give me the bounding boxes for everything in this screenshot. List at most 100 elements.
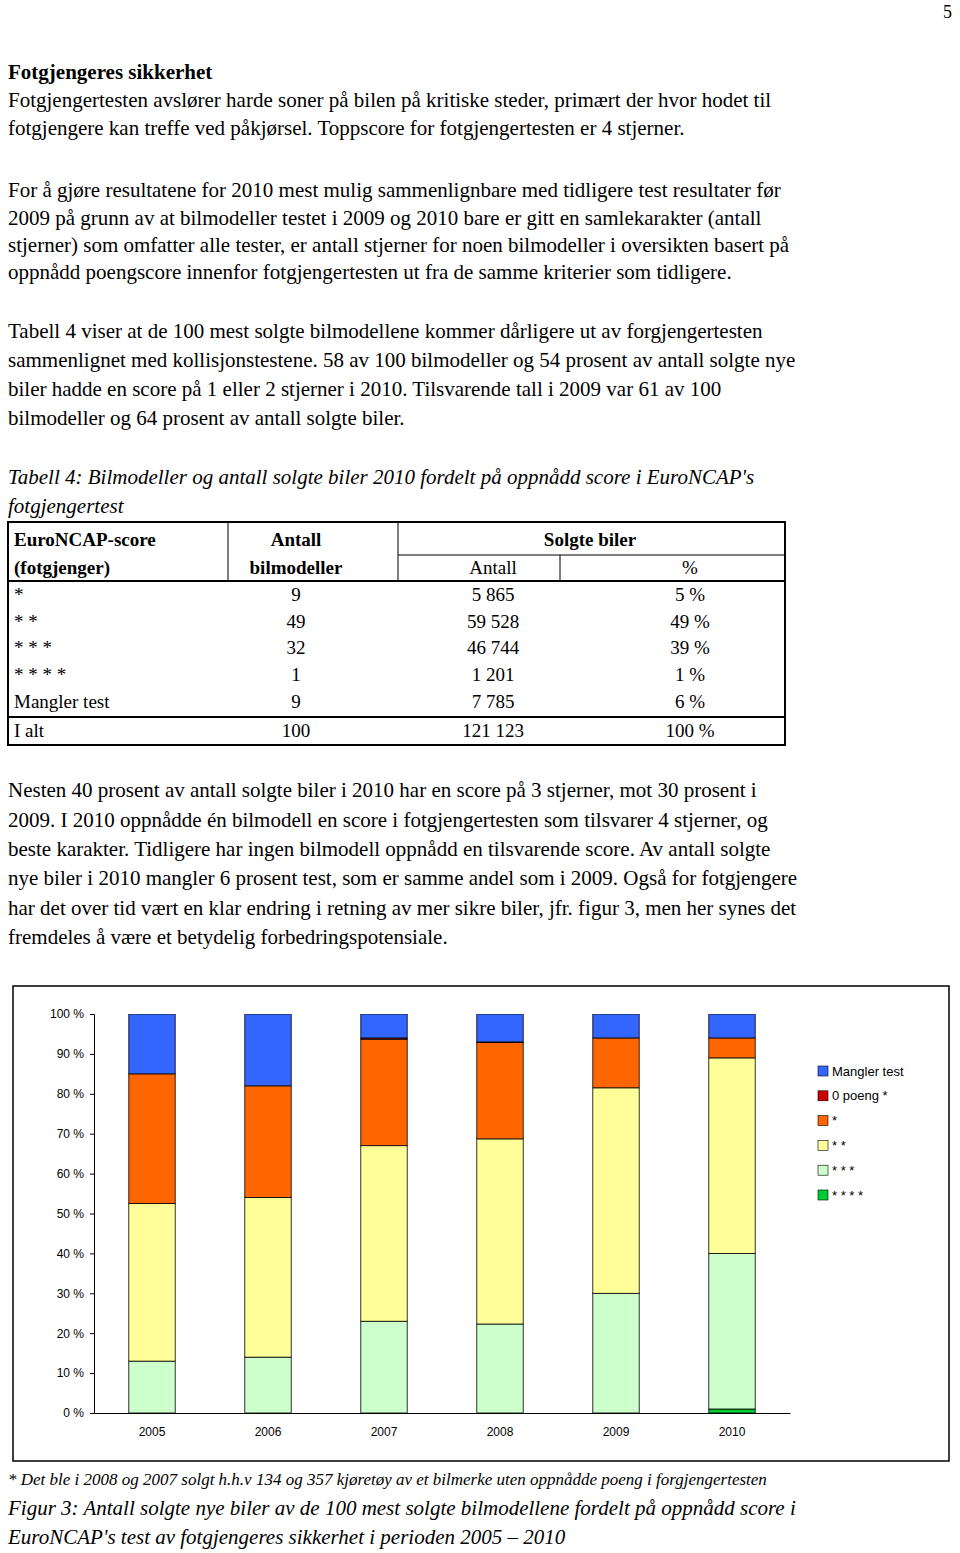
chart: 0 %10 %20 %30 %40 %50 %60 %70 %80 %90 %1… — [12, 985, 950, 1462]
paragraph-line: har det over tid vært en klar endring i … — [8, 896, 796, 920]
legend-label: * * * * — [832, 1188, 863, 1203]
figure-caption: EuroNCAP's test av fotgjengeres sikkerhe… — [8, 1525, 565, 1549]
paragraph-line: fremdeles å være et betydelig forbedring… — [8, 925, 448, 949]
y-tick-mark — [90, 1134, 94, 1135]
table-cell: 9 — [291, 691, 301, 713]
table-border — [8, 522, 785, 745]
y-tick-label: 100 % — [50, 1007, 84, 1021]
table-rule — [8, 580, 785, 582]
page-number: 5 — [943, 0, 952, 24]
bar-segment — [477, 1014, 523, 1042]
y-tick-label: 80 % — [57, 1087, 85, 1101]
x-tick-label: 2005 — [139, 1425, 166, 1439]
table-cell: 46 744 — [467, 637, 519, 659]
y-tick: 60 % — [57, 1167, 94, 1181]
legend-label: * * * — [832, 1163, 854, 1178]
bar-segment — [477, 1139, 523, 1324]
paragraph-line: For å gjøre resultatene for 2010 mest mu… — [8, 178, 781, 202]
paragraph-line: oppnådd poengscore innenfor fotgjengerte… — [8, 260, 732, 284]
bar-segment — [593, 1014, 639, 1038]
x-tick-label: 2007 — [371, 1425, 398, 1439]
y-tick-label: 30 % — [57, 1287, 85, 1301]
y-tick: 20 % — [57, 1327, 94, 1341]
y-tick-mark — [90, 1373, 94, 1374]
bars — [129, 1014, 755, 1413]
table-cell: 1 201 — [472, 664, 515, 686]
chart-frame — [13, 986, 949, 1461]
legend: Mangler test0 poeng *** ** * ** * * * — [818, 1064, 904, 1203]
x-tick: 2010 — [719, 1413, 746, 1439]
legend-label: * — [832, 1113, 837, 1128]
table-cell: 39 % — [670, 637, 710, 659]
table-cell: 5 865 — [472, 584, 515, 606]
bar-segment — [709, 1253, 755, 1409]
table-cell: 49 — [287, 611, 306, 633]
bar-segment — [361, 1146, 407, 1322]
paragraph-line: Tabell 4 viser at de 100 mest solgte bil… — [8, 319, 763, 343]
y-tick: 10 % — [57, 1366, 94, 1380]
legend-swatch — [818, 1140, 828, 1150]
table-cell: * — [14, 584, 24, 606]
legend-label: * * — [832, 1138, 846, 1153]
table-total: 121 123 — [462, 720, 524, 742]
y-tick-label: 0 % — [63, 1406, 84, 1420]
y-tick: 90 % — [57, 1047, 94, 1061]
y-tick-label: 60 % — [57, 1167, 85, 1181]
y-tick-mark — [90, 1094, 94, 1095]
table-rule — [560, 555, 561, 581]
table-caption: fotgjengertest — [8, 494, 123, 518]
legend-swatch — [818, 1091, 828, 1101]
table-cell: 32 — [287, 637, 306, 659]
table-cell: Mangler test — [14, 691, 110, 713]
bar-segment — [709, 1014, 755, 1038]
bar-segment — [477, 1324, 523, 1413]
table-cell: * * — [14, 611, 38, 633]
x-tick-label: 2009 — [603, 1425, 630, 1439]
table-rule — [398, 522, 399, 581]
y-tick: 50 % — [57, 1207, 94, 1221]
table-header: bilmodeller — [250, 557, 343, 579]
paragraph-line: biler hadde en score på 1 eller 2 stjern… — [8, 377, 721, 401]
y-tick: 0 % — [63, 1406, 94, 1420]
bar-segment — [245, 1357, 291, 1413]
y-tick-label: 70 % — [57, 1127, 85, 1141]
y-tick: 80 % — [57, 1087, 94, 1101]
bar-segment — [245, 1198, 291, 1358]
heading: Fotgjengeres sikkerhet — [8, 60, 212, 84]
y-tick: 70 % — [57, 1127, 94, 1141]
y-tick-mark — [90, 1174, 94, 1175]
table-header: Antall — [469, 557, 517, 579]
table-cell: * * * — [14, 637, 52, 659]
table-rule — [398, 555, 785, 556]
paragraph-line: 2009 på grunn av at bilmodeller testet i… — [8, 206, 761, 230]
y-tick-mark — [90, 1333, 94, 1334]
table-header: EuroNCAP-score — [14, 529, 156, 551]
table-total: I alt — [14, 720, 44, 742]
y-tick-mark — [90, 1413, 94, 1414]
table-cell: 6 % — [675, 691, 705, 713]
legend-swatch — [818, 1066, 828, 1076]
table-cell: * * * * — [14, 664, 66, 686]
legend-swatch — [818, 1116, 828, 1126]
y-tick-mark — [90, 1214, 94, 1215]
bar-segment — [709, 1058, 755, 1254]
y-axis-line — [90, 1015, 95, 1414]
bar-segment — [129, 1074, 175, 1204]
bar-segment — [129, 1014, 175, 1074]
table-rule — [228, 522, 229, 581]
table-total: 100 % — [665, 720, 714, 742]
y-tick: 30 % — [57, 1287, 94, 1301]
table-cell: 1 % — [675, 664, 705, 686]
y-tick-label: 20 % — [57, 1327, 85, 1341]
paragraph-line: beste karakter. Tidligere har ingen bilm… — [8, 837, 770, 861]
table-header: Solgte biler — [544, 529, 636, 551]
table-caption: Tabell 4: Bilmodeller og antall solgte b… — [8, 465, 754, 489]
y-tick-mark — [90, 1014, 94, 1015]
table-cell: 5 % — [675, 584, 705, 606]
footnote: * Det ble i 2008 og 2007 solgt h.h.v 134… — [8, 1468, 767, 1492]
table-total: 100 — [282, 720, 311, 742]
table-header: % — [682, 557, 698, 579]
legend-swatch — [818, 1165, 828, 1175]
bar-segment — [361, 1321, 407, 1413]
x-tick: 2009 — [603, 1413, 630, 1439]
